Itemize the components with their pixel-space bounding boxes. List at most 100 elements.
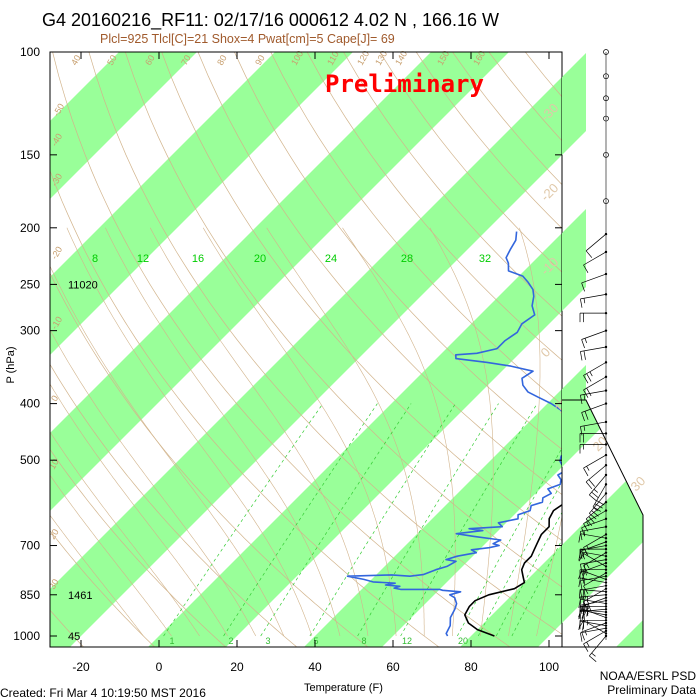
barb-flag xyxy=(580,564,583,574)
preliminary-watermark: Preliminary xyxy=(325,70,484,98)
barb-shaft xyxy=(580,346,607,352)
moist-adiabats xyxy=(50,227,562,637)
isotherm-band xyxy=(148,232,562,647)
wind-barb xyxy=(581,596,608,616)
calm-circle xyxy=(603,115,609,122)
barb-shaft xyxy=(589,635,607,657)
dry-adiabat xyxy=(234,52,562,450)
dry-adiabat-label: 80 xyxy=(215,53,229,67)
barb-flag xyxy=(585,250,593,258)
barb-flag xyxy=(593,489,599,493)
wind-barb xyxy=(585,464,608,490)
barb-flag xyxy=(581,412,585,422)
calm-circle xyxy=(603,95,609,102)
barb-flag xyxy=(589,371,593,377)
barb-flag xyxy=(586,599,590,605)
barb-flag xyxy=(588,603,592,613)
barb-flag xyxy=(589,655,597,662)
mixing-ratio-label: 3 xyxy=(265,636,270,646)
barb-flag xyxy=(584,605,589,615)
barb-shaft xyxy=(592,484,607,508)
wind-barb xyxy=(581,329,608,349)
barb-flag xyxy=(584,338,588,344)
plot-area: 8 12 16 20 24 28 321 2 3 5 8 12 2011020146145-50-40-… xyxy=(47,49,700,648)
wind-barb xyxy=(583,509,608,532)
barb-flag xyxy=(583,389,589,398)
mixing-ratio-label: 8 xyxy=(361,636,366,646)
wind-barb xyxy=(579,311,608,323)
barb-shaft xyxy=(583,534,607,548)
mixing-ratio-label: 24 xyxy=(325,253,337,265)
wind-barb xyxy=(580,293,608,308)
mixing-ratio-label: 12 xyxy=(402,636,412,646)
barb-flag xyxy=(580,426,583,436)
barb-flag xyxy=(581,571,586,581)
wind-barb xyxy=(583,375,608,398)
wind-barb xyxy=(580,627,608,642)
footer-org: NOAA/ESRL PSD xyxy=(600,669,697,683)
dry-adiabat xyxy=(671,52,700,648)
moist-adiabat xyxy=(105,227,341,637)
barb-flag xyxy=(578,589,581,599)
barb-flag xyxy=(582,578,585,584)
barb-flag xyxy=(583,350,586,360)
barb-flag xyxy=(581,339,585,349)
mixing-ratio-label: 2 xyxy=(228,636,233,646)
barb-shaft xyxy=(585,501,607,520)
wind-barb xyxy=(589,473,608,501)
barb-shaft xyxy=(581,541,607,552)
barb-flag xyxy=(593,507,599,512)
dry-adiabat-label: 40 xyxy=(69,53,83,67)
y-tick-label: 700 xyxy=(20,539,40,553)
dry-adiabat-label: 90 xyxy=(253,53,267,67)
barb-shaft xyxy=(583,510,607,524)
barb-flag xyxy=(583,467,589,477)
moist-adiabat xyxy=(342,227,456,637)
barb-dot xyxy=(604,272,608,276)
moist-adiabat xyxy=(266,227,425,636)
dry-adiabat xyxy=(161,52,562,541)
chart-title: G4 20160216_RF11: 02/17/16 000612 4.02 N… xyxy=(42,10,499,31)
barb-flag xyxy=(580,632,583,642)
barb-dot xyxy=(604,345,608,349)
barb-flag xyxy=(586,373,592,382)
wind-barb xyxy=(603,95,609,102)
mixing-ratio-line xyxy=(456,447,562,637)
barb-flag xyxy=(580,395,583,405)
barb-shaft xyxy=(580,609,607,613)
moist-adiabat xyxy=(50,329,256,637)
wind-barb xyxy=(603,198,609,204)
sounding-series xyxy=(346,231,562,637)
x-tick-label: 0 xyxy=(156,660,163,674)
moist-adiabat xyxy=(429,227,494,637)
dry-adiabat xyxy=(197,52,562,496)
y-tick-label: 300 xyxy=(20,324,40,338)
mixing-ratio-line xyxy=(309,403,456,637)
barb-flag xyxy=(583,530,586,536)
moist-adiabat xyxy=(202,227,397,637)
wind-barb xyxy=(603,49,609,55)
dry-adiabat-label: 70 xyxy=(179,53,193,67)
y-tick-label: 200 xyxy=(20,221,40,235)
barb-flag xyxy=(580,531,583,541)
barb-flag xyxy=(583,565,589,574)
dry-adiabat-label: 50 xyxy=(105,53,119,67)
barb-flag xyxy=(585,518,593,527)
barb-shaft xyxy=(581,273,607,284)
barb-flag xyxy=(581,606,585,616)
wind-barb xyxy=(581,402,608,422)
moist-adiabat xyxy=(50,431,200,637)
mixing-ratio-label: 1 xyxy=(169,636,174,646)
y-tick-label: 850 xyxy=(20,588,40,602)
wind-barb xyxy=(581,272,608,292)
height-label: 45 xyxy=(68,631,80,643)
x-tick-label: 80 xyxy=(464,660,478,674)
barb-flag xyxy=(580,605,583,615)
barb-flag xyxy=(579,596,582,607)
mixing-ratio-line xyxy=(260,403,412,637)
x-tick-label: -20 xyxy=(72,660,90,674)
dry-adiabat xyxy=(124,52,562,588)
dry-adiabat xyxy=(88,52,562,635)
barb-flag xyxy=(592,506,601,512)
x-tick-label: 40 xyxy=(308,660,322,674)
